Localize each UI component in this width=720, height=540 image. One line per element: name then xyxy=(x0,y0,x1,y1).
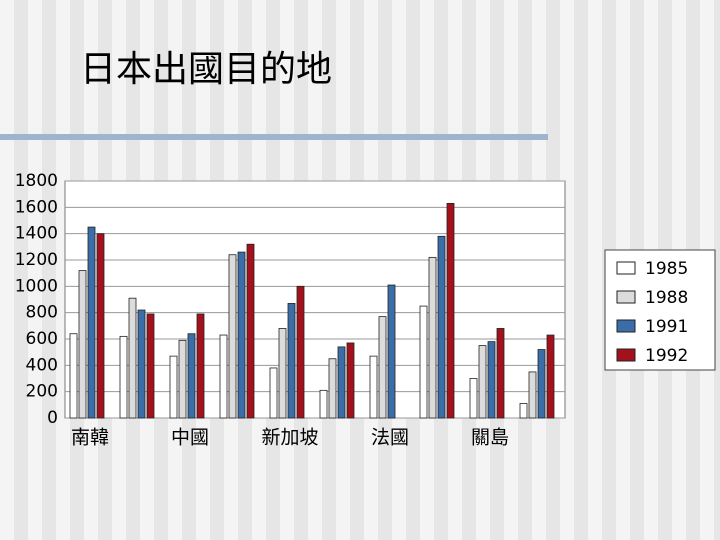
bar xyxy=(87,226,96,419)
x-tick-label: 中國 xyxy=(171,427,209,449)
bar xyxy=(269,367,278,419)
bar xyxy=(187,333,196,419)
y-tick-label: 1400 xyxy=(15,224,58,244)
bar xyxy=(496,328,505,419)
bar xyxy=(419,305,428,419)
y-tick-label: 1600 xyxy=(15,197,58,217)
y-tick-label: 600 xyxy=(26,329,58,349)
bar xyxy=(319,389,328,419)
y-tick-label: 400 xyxy=(26,355,58,375)
y-tick-label: 1800 xyxy=(15,171,58,191)
y-tick-label: 800 xyxy=(26,303,58,323)
bar xyxy=(128,297,137,419)
x-tick-label: 南韓 xyxy=(71,427,109,449)
bar xyxy=(446,202,455,419)
bar xyxy=(437,235,446,419)
title-rule xyxy=(0,134,548,140)
bar xyxy=(528,371,537,419)
bar xyxy=(246,243,255,419)
bar xyxy=(169,355,178,419)
bar xyxy=(387,284,396,419)
bar xyxy=(469,378,478,419)
legend-swatch xyxy=(616,319,636,333)
bar xyxy=(237,251,246,419)
bar xyxy=(328,358,337,419)
bar xyxy=(287,303,296,419)
legend-label: 1988 xyxy=(645,288,688,308)
bar xyxy=(196,313,205,419)
x-tick-label: 關島 xyxy=(471,427,509,449)
bar xyxy=(519,403,528,419)
y-tick-label: 200 xyxy=(26,382,58,402)
bar xyxy=(346,342,355,419)
y-tick-label: 1200 xyxy=(15,250,58,270)
bar xyxy=(487,341,496,419)
legend-label: 1991 xyxy=(645,317,688,337)
bar xyxy=(146,313,155,419)
bar xyxy=(296,285,305,419)
legend-label: 1985 xyxy=(645,259,688,279)
y-tick-label: 0 xyxy=(47,408,58,428)
legend-swatch xyxy=(616,348,636,362)
bar xyxy=(369,355,378,419)
bar xyxy=(378,316,387,419)
x-tick-label: 法國 xyxy=(371,427,409,449)
bar xyxy=(69,333,78,419)
bar xyxy=(428,256,437,419)
bar xyxy=(137,309,146,419)
y-tick-label: 1000 xyxy=(15,276,58,296)
bar xyxy=(219,334,228,419)
bar xyxy=(96,233,105,419)
legend-label: 1992 xyxy=(645,346,688,366)
bar xyxy=(228,254,237,419)
bar xyxy=(537,349,546,419)
legend-swatch xyxy=(616,261,636,275)
x-tick-label: 新加坡 xyxy=(261,427,318,449)
bar xyxy=(478,345,487,419)
bar xyxy=(278,328,287,419)
chart-title: 日本出國目的地 xyxy=(80,49,332,90)
bar xyxy=(119,335,128,419)
bar xyxy=(78,270,87,419)
bar xyxy=(178,339,187,419)
bar xyxy=(546,334,555,419)
legend-swatch xyxy=(616,290,636,304)
bar xyxy=(337,346,346,419)
